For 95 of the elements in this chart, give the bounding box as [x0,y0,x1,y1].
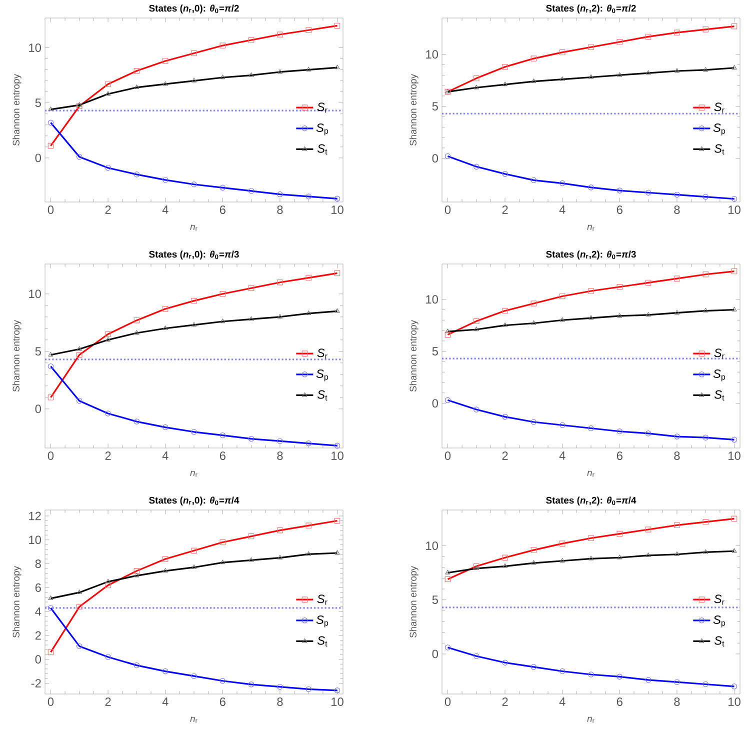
legend-label: S$_{p}$ [713,615,726,628]
x-tick-label: 2 [502,206,508,214]
legend-label: S$_{r}$ [714,102,724,113]
y-tick-label: 0 [432,154,438,163]
legend-label: S$_{r}$ [317,102,328,113]
x-axis-title: n$_{r}$ [190,470,198,477]
x-tick-label: 4 [559,698,566,706]
y-tick-label: 2 [35,631,41,640]
legend-label: S$_{p}$ [316,615,328,628]
x-tick-label: 4 [162,206,168,214]
y-axis-title: Shannon entropy [410,320,418,392]
legend-label: S$_{p}$ [713,369,726,382]
y-tick-label: 10 [29,290,42,298]
x-tick-label: 4 [162,452,168,460]
legend-label: S$_{t}$ [714,144,724,155]
x-tick-label: 0 [444,698,451,706]
y-tick-label: 0 [35,154,42,162]
x-tick-label: 8 [674,452,680,460]
y-tick-label: 10 [29,44,42,52]
legend-label: S$_{t}$ [714,390,724,401]
y-tick-label: 6 [35,583,41,592]
chart-title: States (n$_{r}$,0): θ$_{0}$=π/3 [149,250,239,260]
chart-title: States (n$_{r}$,2): θ$_{0}$=π/2 [546,4,636,14]
y-axis-title: Shannon entropy [410,566,418,638]
legend-label: S$_{t}$ [317,144,328,155]
x-axis-title: n$_{r}$ [587,716,594,723]
x-tick-label: 10 [728,206,740,214]
x-axis-title: n$_{r}$ [190,224,198,231]
legend-label: S$_{p}$ [316,123,328,136]
y-tick-label: 4 [35,607,42,616]
y-tick-label: 0 [35,404,42,414]
legend-label: S$_{t}$ [714,636,724,647]
x-tick-label: 2 [502,698,508,706]
y-tick-label: 10 [426,295,438,304]
x-tick-label: 8 [277,698,283,706]
x-tick-label: 6 [220,698,226,706]
legend-label: S$_{r}$ [714,348,724,359]
chart-title: States (n$_{r}$,0): θ$_{0}$=π/4 [149,496,240,506]
x-tick-label: 0 [48,452,54,460]
y-tick-label: 5 [432,596,438,604]
legend-label: S$_{t}$ [317,390,328,401]
x-tick-label: 10 [728,452,740,460]
legend-label: S$_{r}$ [714,594,724,605]
x-tick-label: 2 [105,698,111,706]
x-tick-label: 6 [616,698,622,706]
x-tick-label: 6 [220,206,226,214]
x-tick-label: 10 [332,452,344,460]
x-tick-label: 0 [48,206,54,214]
x-axis-title: n$_{r}$ [190,716,198,723]
y-tick-label: 0 [35,655,42,664]
chart-title: States (n$_{r}$,0): θ$_{0}$=π/2 [149,4,239,14]
y-tick-label: 10 [29,536,42,544]
legend-label: S$_{r}$ [317,348,328,359]
legend-label: S$_{p}$ [713,123,726,136]
x-tick-label: 10 [332,698,344,706]
x-tick-label: 2 [105,206,111,214]
y-tick-label: 12 [29,512,41,520]
y-tick-label: 5 [35,347,41,356]
x-tick-label: 6 [616,452,622,460]
x-tick-label: 4 [559,452,566,460]
x-tick-label: 10 [728,698,740,706]
y-axis-title: Shannon entropy [12,74,22,146]
x-axis-title: n$_{r}$ [587,224,594,231]
y-tick-label: -2 [31,679,41,688]
x-tick-label: 8 [277,206,283,214]
x-tick-label: 2 [502,452,508,460]
x-tick-label: 0 [48,698,54,706]
y-tick-label: 5 [35,98,41,107]
x-tick-label: 4 [162,698,168,706]
x-tick-label: 0 [444,452,451,460]
y-tick-label: 0 [432,650,438,658]
y-tick-label: 8 [35,560,41,568]
y-tick-label: 10 [426,50,438,59]
y-axis-title: Shannon entropy [12,566,22,638]
x-tick-label: 6 [616,206,622,214]
chart-title: States (n$_{r}$,2): θ$_{0}$=π/3 [546,250,636,260]
x-tick-label: 8 [277,452,283,460]
x-tick-label: 2 [105,452,111,460]
x-tick-label: 8 [674,206,680,214]
y-axis-title: Shannon entropy [410,74,418,146]
x-axis-title: n$_{r}$ [587,470,594,477]
y-tick-label: 0 [432,399,438,408]
x-tick-label: 8 [674,698,680,706]
y-tick-label: 5 [432,347,438,356]
legend-label: S$_{p}$ [316,369,328,382]
legend-label: S$_{r}$ [317,594,328,605]
y-axis-title: Shannon entropy [12,320,22,392]
x-tick-label: 0 [444,206,451,214]
x-tick-label: 10 [332,206,344,214]
y-tick-label: 5 [432,102,438,111]
legend-label: S$_{t}$ [317,636,328,647]
y-tick-label: 10 [426,541,438,550]
x-tick-label: 6 [220,452,226,460]
chart-title: States (n$_{r}$,2): θ$_{0}$=π/4 [546,496,636,506]
x-tick-label: 4 [559,206,566,214]
